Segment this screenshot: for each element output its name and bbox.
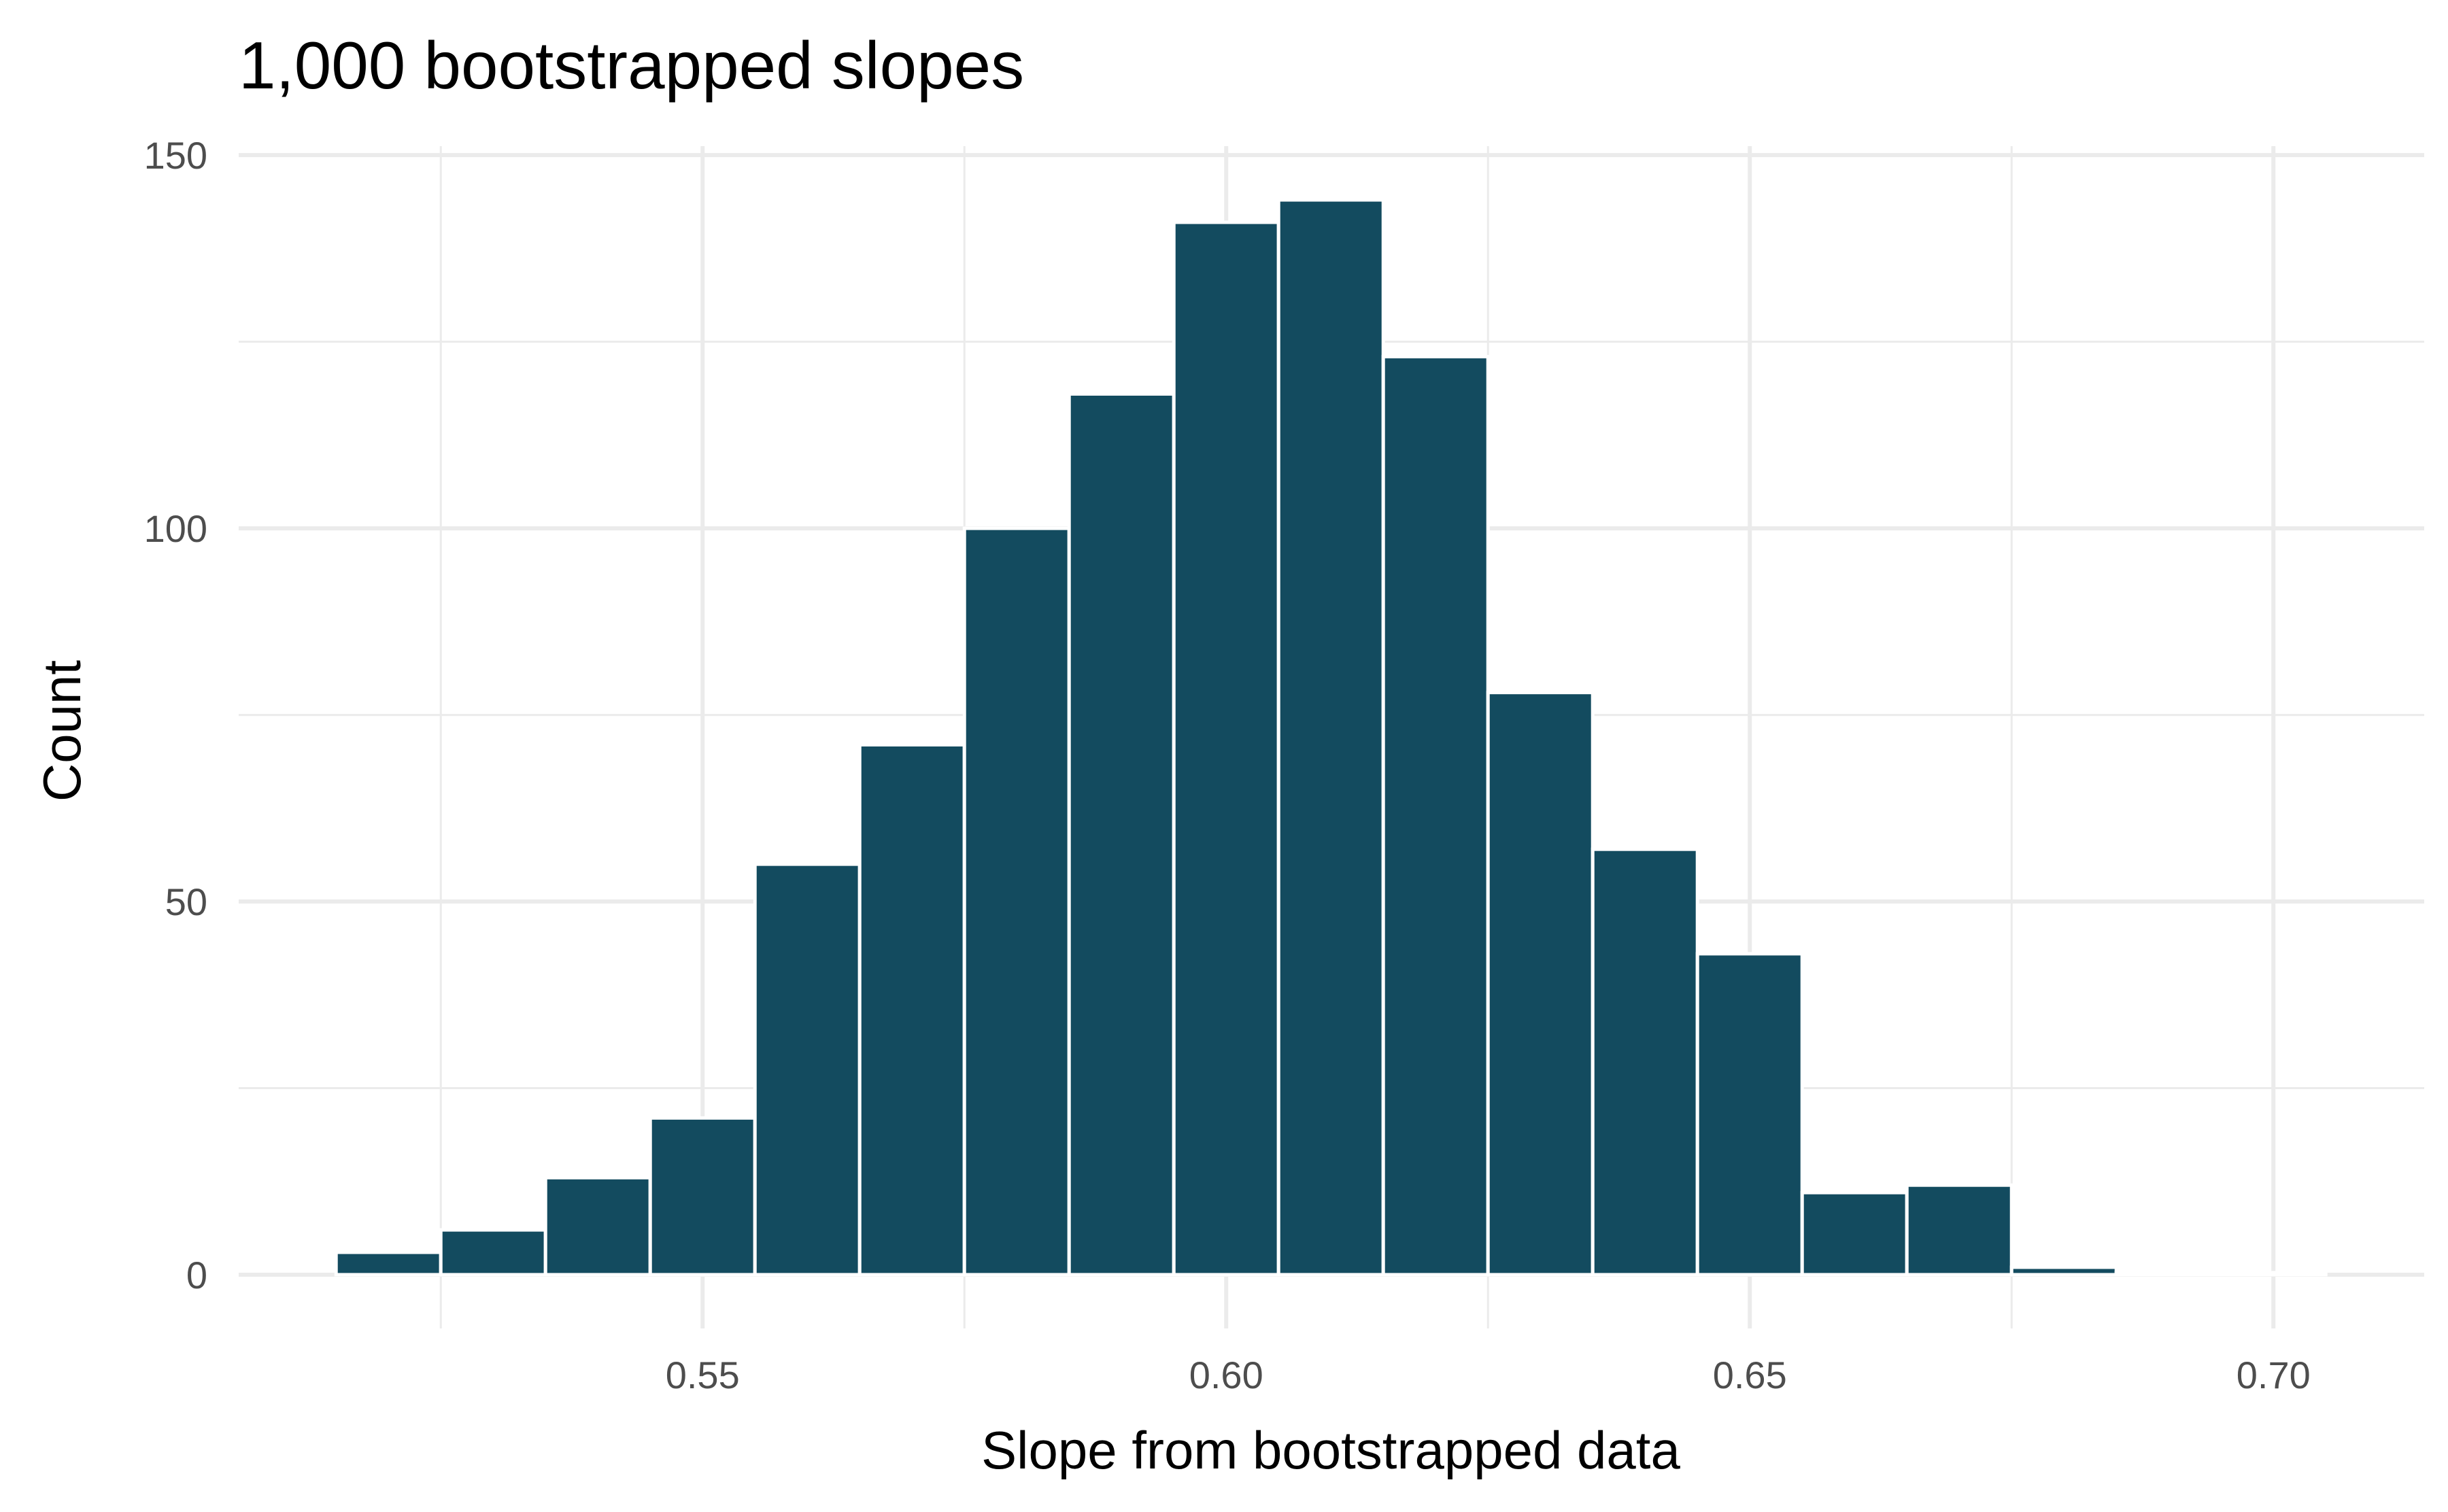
histogram-bar: [2114, 1271, 2223, 1277]
x-tick-label: 0.55: [666, 1354, 740, 1396]
y-tick-label: 100: [144, 507, 207, 550]
bars: [334, 198, 2328, 1277]
histogram-bar: [334, 1250, 443, 1277]
histogram-bar: [1486, 691, 1595, 1277]
histogram-bar: [1381, 355, 1490, 1277]
chart-title: 1,000 bootstrapped slopes: [239, 28, 1024, 103]
histogram-bar: [753, 862, 862, 1277]
y-tick-label: 0: [186, 1254, 207, 1296]
y-tick-labels: 0 50 100 150: [144, 134, 207, 1296]
histogram-bar: [857, 742, 966, 1277]
histogram-bar: [1591, 847, 1699, 1277]
y-tick-label: 50: [165, 880, 207, 923]
histogram-bar: [2219, 1271, 2328, 1277]
histogram-bar: [1276, 198, 1385, 1277]
histogram-bar: [648, 1116, 757, 1277]
histogram-bar: [1067, 392, 1176, 1277]
x-tick-label: 0.70: [2237, 1354, 2311, 1396]
histogram-bar: [962, 526, 1071, 1277]
x-tick-label: 0.60: [1189, 1354, 1263, 1396]
histogram-bar: [439, 1228, 547, 1277]
x-axis-title: Slope from bootstrapped data: [981, 1420, 1680, 1480]
histogram-bar: [1695, 952, 1804, 1277]
histogram-bar: [2009, 1265, 2118, 1277]
y-tick-label: 150: [144, 134, 207, 177]
histogram-bar: [1905, 1183, 2013, 1277]
histogram-bar: [1800, 1190, 1909, 1277]
x-tick-label: 0.65: [1713, 1354, 1787, 1396]
histogram-bar: [543, 1175, 652, 1277]
histogram-bar: [1172, 220, 1280, 1277]
y-axis-title: Count: [32, 660, 92, 802]
x-tick-labels: 0.55 0.60 0.65 0.70: [666, 1354, 2311, 1396]
